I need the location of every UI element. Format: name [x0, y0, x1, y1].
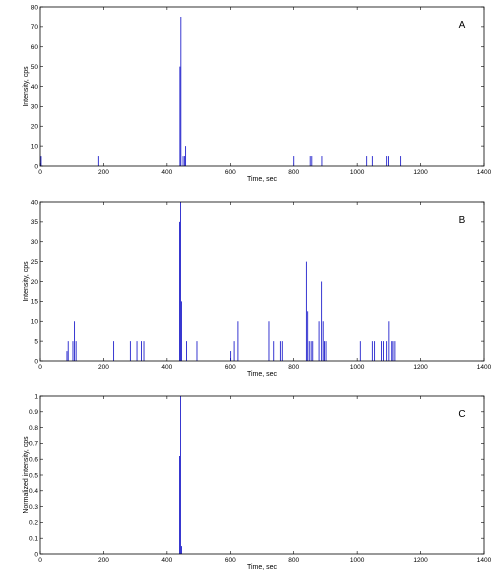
plot-frame: [39, 395, 485, 555]
panel-letter: B: [459, 215, 466, 226]
x-axis-label: Time, sec: [247, 564, 278, 571]
y-tick-label: 40: [31, 199, 39, 206]
panel-c: 0 200 400 600 800 1000 1200 1400 0 0.1 0.2 0.3 0.4 0.…: [23, 393, 492, 571]
x-tick-label: 800: [288, 557, 299, 564]
panel-b: 0 200 400 600 800 1000 1200 1400 0 5 10 15 20 25 30 35 4…: [23, 199, 492, 378]
x-tick-label: 400: [161, 557, 172, 564]
x-tick-label: 1200: [413, 364, 428, 371]
x-tick-label: 1400: [477, 557, 492, 564]
x-tick-label: 1400: [477, 169, 492, 176]
x-tick-label: 1000: [350, 364, 365, 371]
y-tick-label: 50: [31, 64, 39, 71]
x-tick-label: 1200: [413, 557, 428, 564]
x-tick-label: 600: [225, 364, 236, 371]
plot-frame: [39, 6, 485, 167]
x-axis-label: Time, sec: [247, 176, 278, 183]
x-tick-label: 400: [161, 364, 172, 371]
y-tick-label: 5: [34, 338, 38, 345]
y-tick-label: 60: [31, 44, 39, 51]
x-tick-label: 600: [225, 557, 236, 564]
x-tick-label: 0: [38, 557, 42, 564]
y-tick-label: 30: [31, 239, 39, 246]
y-tick-label: 30: [31, 104, 39, 111]
y-tick-label: 25: [31, 259, 39, 266]
y-tick-label: 0.8: [29, 425, 38, 432]
y-tick-label: 1: [34, 393, 38, 400]
y-axis-label: Normalized intensity, cps: [23, 436, 30, 514]
y-axis-label: Intensity, cps: [23, 66, 30, 107]
panel-a: 0 200 400 600 800 1000 1200 1400 0 10 20 30 40 50 60 70…: [23, 4, 492, 183]
x-tick-label: 800: [288, 169, 299, 176]
y-tick-label: 0.3: [29, 504, 38, 511]
y-tick-label: 20: [31, 124, 39, 131]
y-tick-label: 0.7: [29, 441, 38, 448]
y-tick-label: 0.1: [29, 536, 38, 543]
y-tick-label: 20: [31, 279, 39, 286]
y-tick-label: 0.2: [29, 520, 38, 527]
x-tick-label: 800: [288, 364, 299, 371]
y-tick-label: 0.9: [29, 409, 38, 416]
panel-letter: A: [459, 20, 466, 31]
panel-letter: C: [458, 409, 465, 420]
x-tick-label: 0: [38, 169, 42, 176]
x-tick-label: 1000: [350, 557, 365, 564]
y-tick-label: 0.5: [29, 472, 38, 479]
x-tick-label: 0: [38, 364, 42, 371]
y-tick-label: 15: [31, 299, 39, 306]
y-tick-label: 0.4: [29, 488, 38, 495]
y-tick-label: 70: [31, 24, 39, 31]
x-tick-label: 200: [98, 364, 109, 371]
y-tick-label: 0: [34, 163, 38, 170]
y-tick-label: 10: [31, 319, 39, 326]
x-tick-label: 600: [225, 169, 236, 176]
x-tick-label: 400: [161, 169, 172, 176]
y-tick-label: 35: [31, 219, 39, 226]
y-tick-label: 0.6: [29, 457, 38, 464]
x-tick-label: 1000: [350, 169, 365, 176]
y-tick-label: 10: [31, 143, 39, 150]
y-tick-label: 0: [34, 358, 38, 365]
y-tick-label: 80: [31, 4, 39, 11]
x-tick-label: 1400: [477, 364, 492, 371]
x-tick-label: 1200: [413, 169, 428, 176]
x-tick-label: 200: [98, 557, 109, 564]
x-axis-label: Time, sec: [247, 371, 278, 378]
y-axis-label: Intensity, cps: [23, 261, 30, 302]
x-tick-label: 200: [98, 169, 109, 176]
y-tick-label: 40: [31, 84, 39, 91]
plot-frame: [39, 201, 485, 362]
y-tick-label: 0: [34, 551, 38, 558]
